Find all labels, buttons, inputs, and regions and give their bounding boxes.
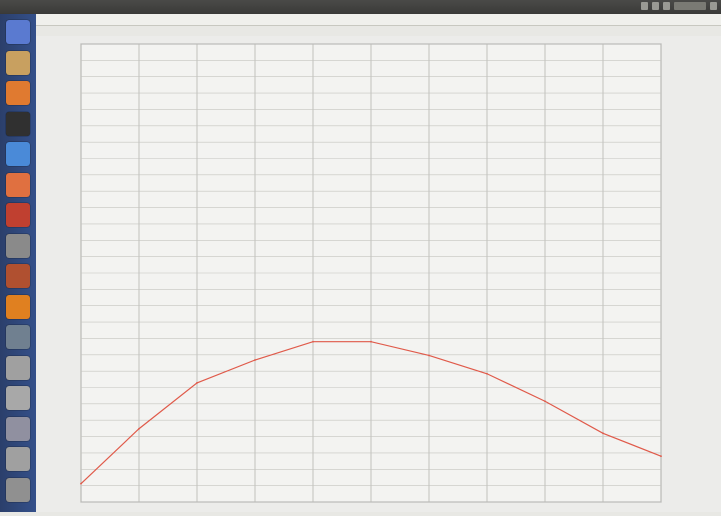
calc-icon[interactable] xyxy=(6,172,30,197)
plot-area xyxy=(36,36,681,512)
series-point xyxy=(312,340,314,343)
clock[interactable] xyxy=(674,2,706,10)
volume-icon[interactable] xyxy=(652,2,659,10)
series-point xyxy=(660,455,662,458)
toolbar xyxy=(36,26,176,36)
drive3-icon[interactable] xyxy=(6,447,30,471)
series-point xyxy=(544,400,546,403)
system-tray xyxy=(641,2,717,10)
series-point xyxy=(428,354,430,357)
series-point xyxy=(254,359,256,361)
app-icon[interactable] xyxy=(6,264,30,288)
dash-icon[interactable] xyxy=(6,20,30,44)
series-point xyxy=(138,427,140,430)
drive-icon[interactable] xyxy=(6,355,30,380)
menubar xyxy=(36,14,721,26)
top-panel xyxy=(0,0,721,14)
settings-icon[interactable] xyxy=(6,233,30,258)
series-point xyxy=(370,340,372,343)
mail-icon[interactable] xyxy=(663,2,670,10)
power-icon[interactable] xyxy=(710,2,717,10)
series-point xyxy=(80,482,82,485)
drive2-icon[interactable] xyxy=(6,386,30,410)
series-point xyxy=(196,382,198,384)
app2-icon[interactable] xyxy=(6,325,30,349)
firefox-icon[interactable] xyxy=(6,81,30,105)
launcher xyxy=(0,14,36,512)
chart xyxy=(80,43,662,503)
app3-icon[interactable] xyxy=(6,416,30,441)
series-point xyxy=(602,432,604,435)
network-icon[interactable] xyxy=(641,2,648,10)
terminal-icon[interactable] xyxy=(6,111,30,136)
software-center-icon[interactable] xyxy=(6,203,30,227)
trash-icon[interactable] xyxy=(6,477,30,502)
right-panel xyxy=(681,36,721,512)
writer-icon[interactable] xyxy=(6,142,30,166)
series-point xyxy=(486,372,488,375)
files-icon[interactable] xyxy=(6,50,30,75)
vlc-icon[interactable] xyxy=(6,294,30,319)
